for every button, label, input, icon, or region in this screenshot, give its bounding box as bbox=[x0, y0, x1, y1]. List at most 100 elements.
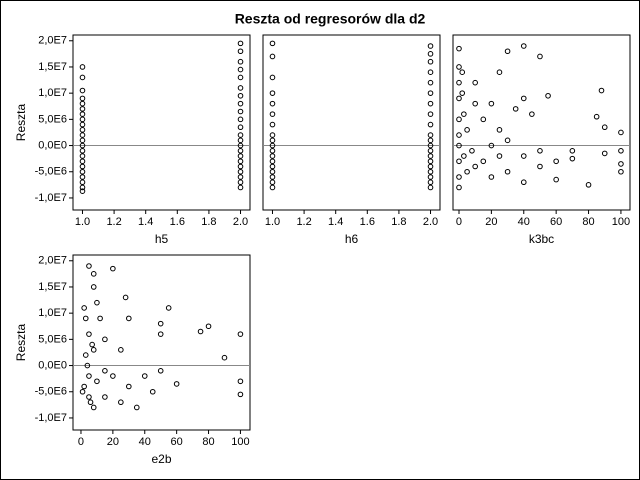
point bbox=[237, 153, 244, 159]
point bbox=[79, 184, 86, 191]
point bbox=[427, 142, 434, 149]
x-tick-label: 60 bbox=[550, 216, 562, 228]
point bbox=[102, 336, 108, 343]
point bbox=[520, 179, 527, 186]
point bbox=[427, 43, 434, 49]
point bbox=[269, 174, 276, 180]
y-axis-label: Reszta bbox=[14, 324, 28, 362]
point bbox=[427, 111, 434, 117]
y-tick-label: -5,0E6 bbox=[35, 386, 67, 398]
point bbox=[237, 124, 244, 131]
point bbox=[237, 116, 244, 123]
point bbox=[269, 40, 276, 47]
point bbox=[173, 381, 180, 387]
point bbox=[427, 174, 434, 180]
point bbox=[237, 40, 244, 47]
point bbox=[237, 163, 244, 170]
point bbox=[79, 100, 86, 107]
point bbox=[427, 121, 434, 128]
point bbox=[456, 174, 462, 180]
plot-frame bbox=[262, 34, 441, 211]
point bbox=[427, 69, 434, 76]
x-tick-label: 1.0 bbox=[265, 216, 280, 228]
x-tick-label: 1.2 bbox=[106, 216, 121, 228]
point bbox=[461, 111, 467, 117]
point bbox=[237, 168, 244, 175]
point bbox=[126, 383, 132, 390]
x-tick-label: 1.8 bbox=[201, 216, 216, 228]
point bbox=[269, 137, 276, 144]
point bbox=[197, 328, 204, 335]
point bbox=[269, 142, 276, 149]
point bbox=[79, 127, 86, 133]
point bbox=[149, 388, 156, 395]
y-tick-label: 1,5E7 bbox=[38, 61, 67, 73]
point bbox=[157, 367, 164, 374]
point bbox=[520, 153, 527, 159]
y-tick-label: 5,0E6 bbox=[38, 113, 67, 125]
x-tick-label: 100 bbox=[231, 436, 249, 448]
point bbox=[456, 79, 462, 86]
point bbox=[90, 271, 97, 277]
point bbox=[504, 137, 511, 144]
plot-frame bbox=[452, 34, 631, 211]
y-tick-label: 1,0E7 bbox=[38, 87, 67, 99]
point bbox=[86, 373, 92, 379]
point bbox=[79, 74, 86, 81]
x-axis-label: h6 bbox=[345, 232, 359, 246]
y-tick-label: 0,0E0 bbox=[38, 139, 67, 151]
point bbox=[126, 315, 132, 322]
point bbox=[504, 48, 511, 55]
point bbox=[79, 188, 86, 194]
x-tick-label: 1.8 bbox=[391, 216, 406, 228]
point bbox=[79, 388, 86, 395]
point bbox=[79, 87, 86, 94]
point bbox=[102, 394, 108, 400]
point bbox=[269, 158, 276, 165]
point bbox=[585, 182, 592, 188]
point bbox=[488, 142, 495, 149]
point bbox=[469, 147, 475, 154]
point bbox=[593, 113, 600, 120]
point bbox=[237, 378, 244, 385]
point bbox=[488, 174, 495, 180]
point bbox=[427, 184, 434, 191]
point bbox=[221, 354, 228, 361]
point bbox=[110, 373, 116, 379]
x-tick-label: 20 bbox=[107, 436, 119, 448]
point bbox=[79, 158, 86, 165]
point bbox=[90, 404, 97, 411]
point bbox=[269, 53, 276, 60]
point bbox=[237, 108, 244, 115]
point bbox=[459, 90, 466, 96]
point bbox=[598, 87, 605, 94]
point bbox=[427, 158, 434, 165]
point bbox=[480, 116, 487, 123]
point bbox=[82, 315, 89, 322]
point bbox=[79, 142, 86, 149]
point bbox=[79, 174, 86, 180]
x-tick-label: 1.2 bbox=[296, 216, 311, 228]
x-axis-label: h5 bbox=[155, 232, 169, 246]
y-tick-label: 2,0E7 bbox=[38, 35, 67, 47]
x-tick-label: 0 bbox=[456, 216, 462, 228]
point bbox=[496, 153, 503, 159]
point bbox=[79, 106, 86, 112]
point bbox=[237, 158, 244, 165]
point bbox=[545, 92, 551, 99]
point bbox=[269, 163, 276, 170]
point bbox=[237, 100, 244, 107]
point bbox=[237, 85, 244, 91]
point bbox=[472, 163, 478, 170]
point bbox=[427, 51, 434, 57]
point bbox=[79, 116, 86, 123]
x-axis-label: k3bc bbox=[529, 232, 554, 246]
point bbox=[459, 69, 466, 76]
point bbox=[512, 106, 519, 112]
point bbox=[269, 121, 276, 128]
point bbox=[102, 367, 108, 374]
point bbox=[79, 153, 86, 159]
point bbox=[237, 331, 244, 337]
point bbox=[237, 174, 244, 180]
